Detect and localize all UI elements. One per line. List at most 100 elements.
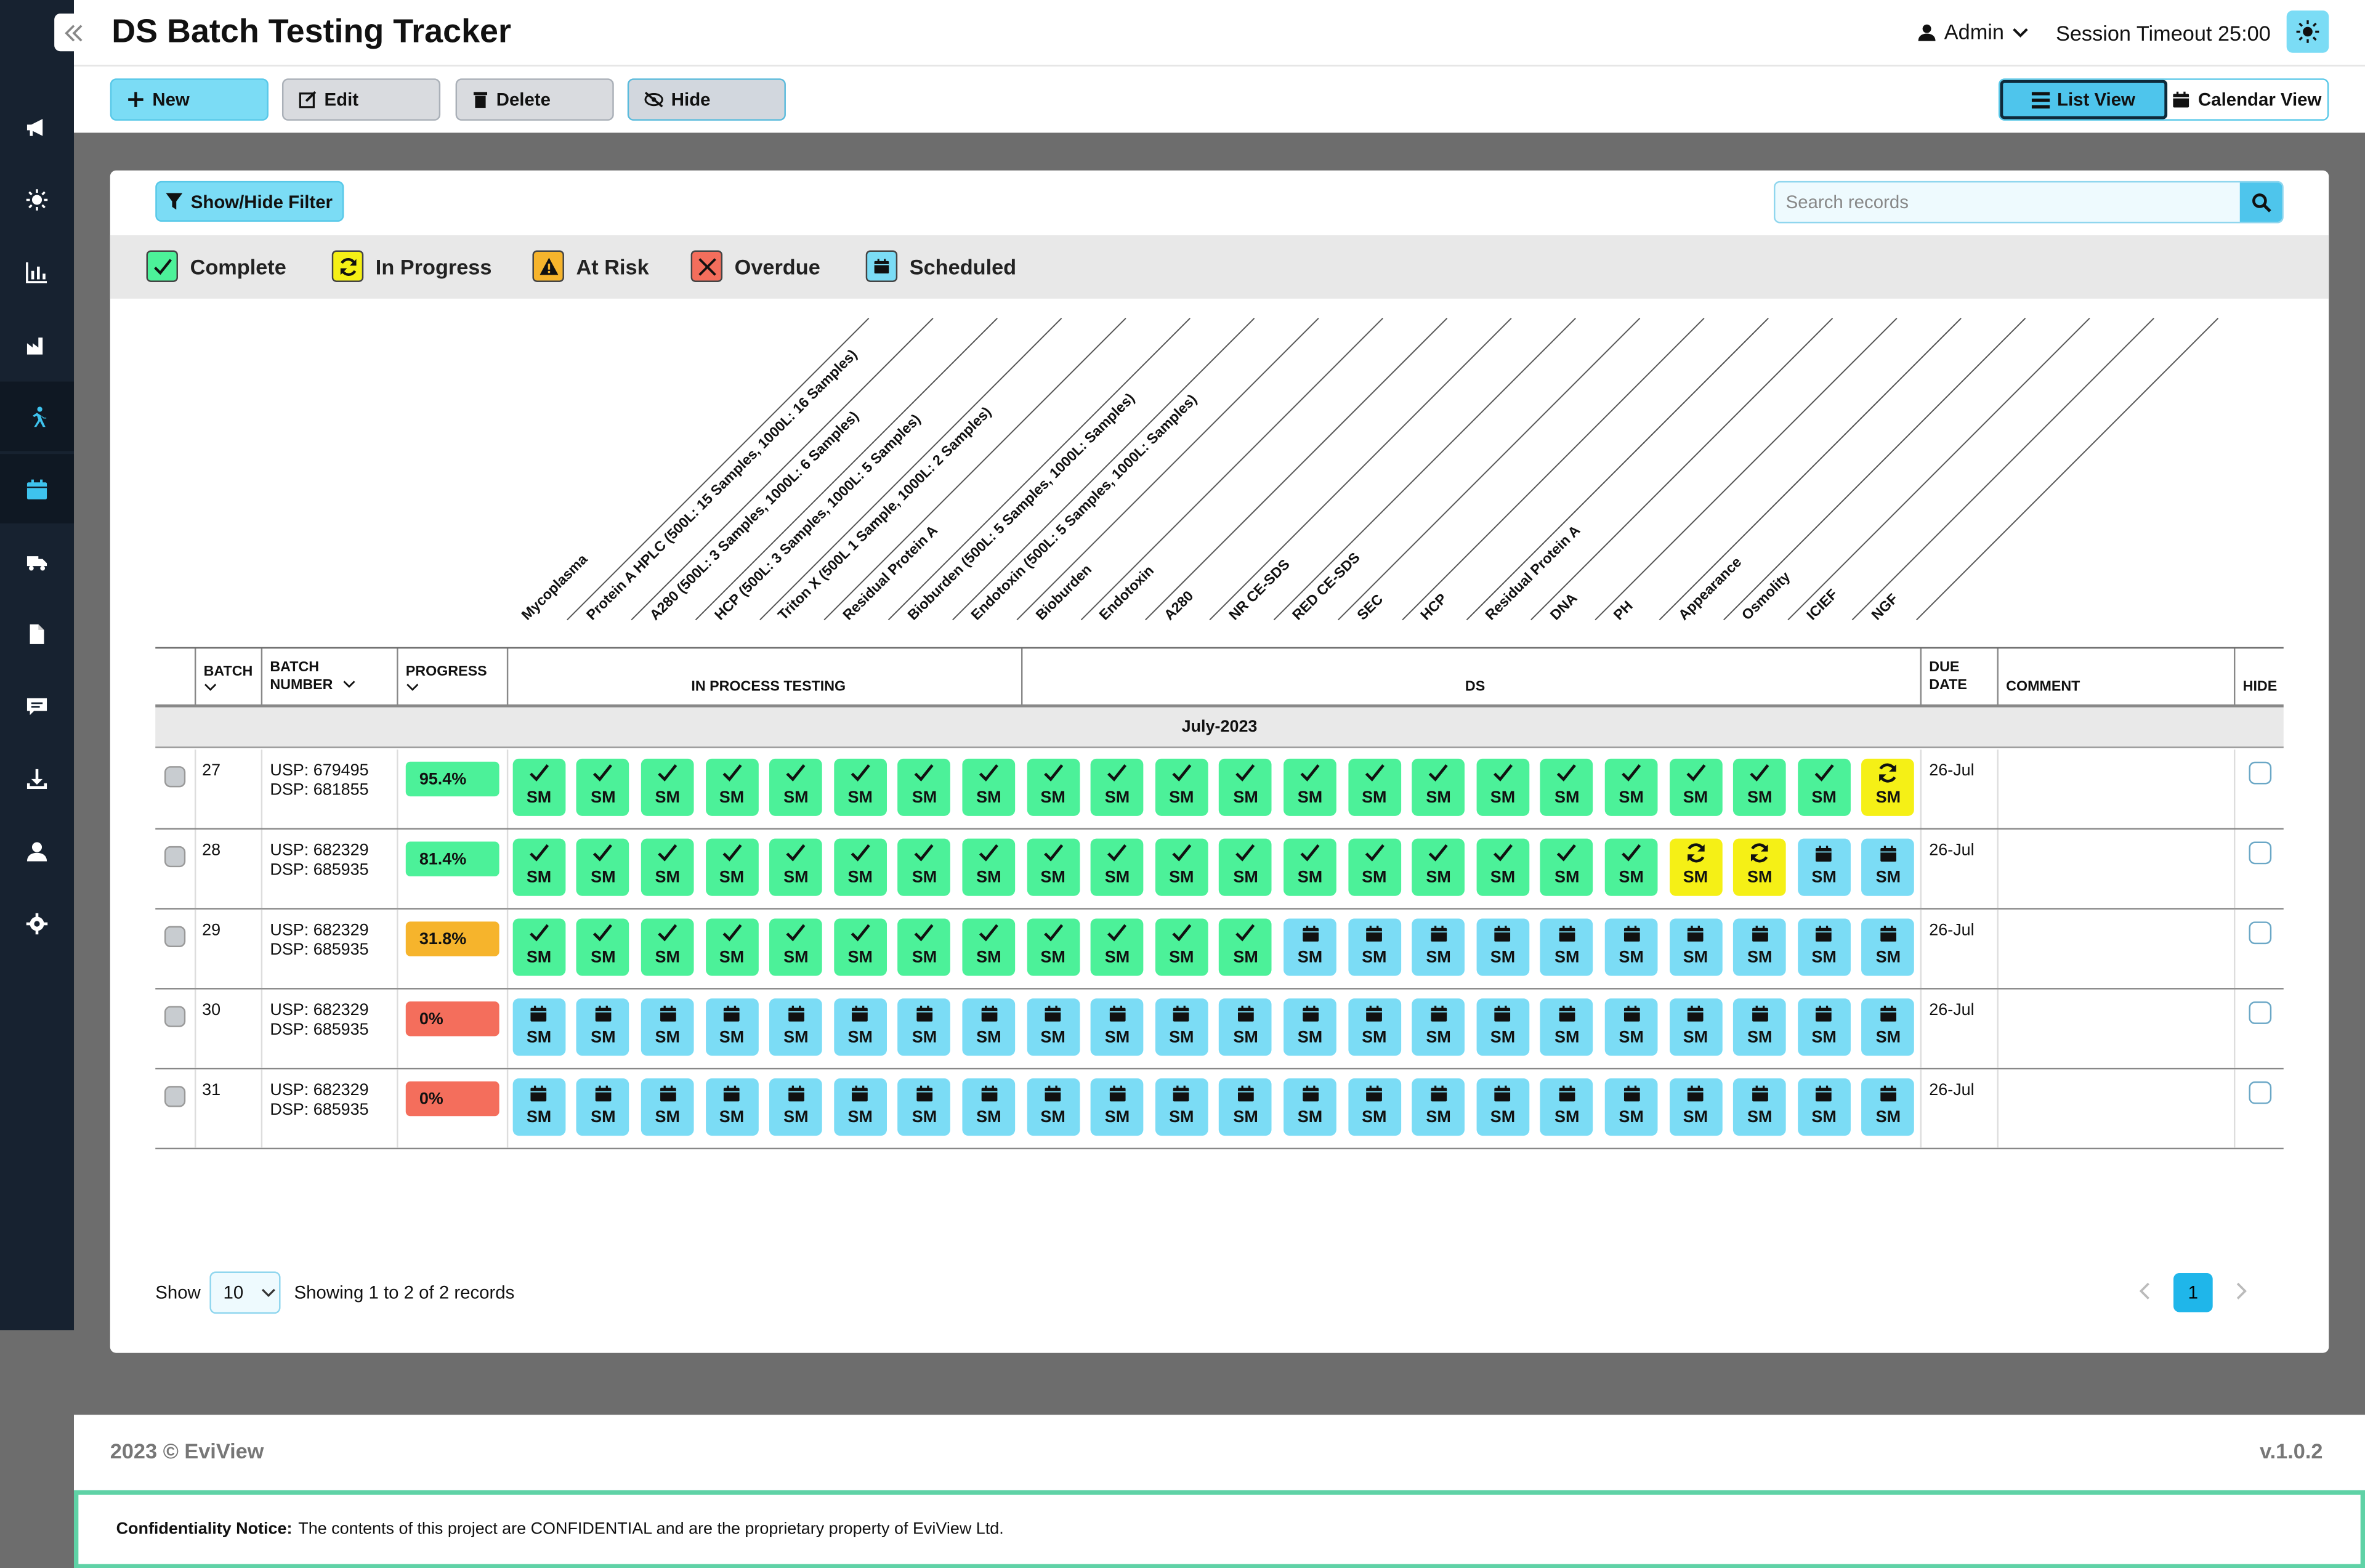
- page-1-button[interactable]: 1: [2173, 1272, 2213, 1312]
- test-status-cell[interactable]: SM: [576, 998, 630, 1056]
- test-status-cell[interactable]: SM: [1862, 998, 1915, 1056]
- test-status-cell[interactable]: SM: [641, 918, 694, 976]
- next-page-button[interactable]: [2234, 1280, 2247, 1304]
- test-status-cell[interactable]: SM: [769, 758, 823, 816]
- test-status-cell[interactable]: SM: [1797, 918, 1851, 976]
- test-status-cell[interactable]: SM: [641, 838, 694, 896]
- test-status-cell[interactable]: SM: [1476, 758, 1529, 816]
- test-status-cell[interactable]: SM: [1604, 838, 1658, 896]
- row-select-checkbox[interactable]: [164, 846, 186, 868]
- hide-row-checkbox[interactable]: [2249, 841, 2272, 865]
- show-hide-filter-button[interactable]: Show/Hide Filter: [155, 180, 344, 222]
- test-status-cell[interactable]: SM: [576, 1078, 630, 1136]
- hide-row-checkbox[interactable]: [2249, 1001, 2272, 1024]
- theme-toggle-button[interactable]: [2286, 10, 2329, 53]
- test-status-cell[interactable]: SM: [833, 918, 887, 976]
- test-status-cell[interactable]: SM: [1348, 758, 1401, 816]
- test-status-cell[interactable]: SM: [833, 998, 887, 1056]
- hide-row-checkbox[interactable]: [2249, 761, 2272, 785]
- test-status-cell[interactable]: SM: [1026, 998, 1080, 1056]
- test-status-cell[interactable]: SM: [1797, 1078, 1851, 1136]
- test-status-cell[interactable]: SM: [962, 998, 1016, 1056]
- test-status-cell[interactable]: SM: [833, 1078, 887, 1136]
- test-status-cell[interactable]: SM: [512, 998, 565, 1056]
- test-status-cell[interactable]: SM: [1348, 838, 1401, 896]
- test-status-cell[interactable]: SM: [1733, 758, 1787, 816]
- test-status-cell[interactable]: SM: [1669, 918, 1722, 976]
- test-status-cell[interactable]: SM: [1733, 998, 1787, 1056]
- row-select-checkbox[interactable]: [164, 766, 186, 788]
- sidebar-item-logistics[interactable]: [0, 527, 74, 596]
- sidebar-item-theme[interactable]: [0, 164, 74, 234]
- test-status-cell[interactable]: SM: [1412, 998, 1465, 1056]
- test-status-cell[interactable]: SM: [1284, 998, 1336, 1056]
- test-status-cell[interactable]: SM: [1669, 1078, 1722, 1136]
- test-status-cell[interactable]: SM: [1862, 838, 1915, 896]
- test-status-cell[interactable]: SM: [1540, 838, 1594, 896]
- test-status-cell[interactable]: SM: [1733, 918, 1787, 976]
- test-status-cell[interactable]: SM: [1604, 998, 1658, 1056]
- test-status-cell[interactable]: SM: [962, 918, 1016, 976]
- test-status-cell[interactable]: SM: [1284, 1078, 1336, 1136]
- test-status-cell[interactable]: SM: [1476, 1078, 1529, 1136]
- hide-row-checkbox[interactable]: [2249, 1081, 2272, 1104]
- new-button[interactable]: New: [110, 78, 269, 121]
- row-select-checkbox[interactable]: [164, 1086, 186, 1107]
- sidebar-item-documents[interactable]: [0, 599, 74, 668]
- test-status-cell[interactable]: SM: [1797, 758, 1851, 816]
- test-status-cell[interactable]: SM: [1348, 1078, 1401, 1136]
- test-status-cell[interactable]: SM: [962, 758, 1016, 816]
- test-status-cell[interactable]: SM: [1412, 838, 1465, 896]
- test-status-cell[interactable]: SM: [512, 758, 565, 816]
- test-status-cell[interactable]: SM: [1540, 918, 1594, 976]
- test-status-cell[interactable]: SM: [962, 838, 1016, 896]
- test-status-cell[interactable]: SM: [962, 1078, 1016, 1136]
- test-status-cell[interactable]: SM: [512, 838, 565, 896]
- sidebar-item-activity[interactable]: [0, 381, 75, 451]
- test-status-cell[interactable]: SM: [1540, 998, 1594, 1056]
- test-status-cell[interactable]: SM: [1219, 1078, 1272, 1136]
- sidebar-item-messages[interactable]: [0, 671, 74, 741]
- test-status-cell[interactable]: SM: [1476, 998, 1529, 1056]
- test-status-cell[interactable]: SM: [1284, 918, 1336, 976]
- test-status-cell[interactable]: SM: [1348, 918, 1401, 976]
- test-status-cell[interactable]: SM: [1091, 998, 1144, 1056]
- test-status-cell[interactable]: SM: [1797, 838, 1851, 896]
- test-status-cell[interactable]: SM: [1091, 838, 1144, 896]
- test-status-cell[interactable]: SM: [1026, 918, 1080, 976]
- test-status-cell[interactable]: SM: [705, 998, 758, 1056]
- test-status-cell[interactable]: SM: [898, 758, 951, 816]
- test-status-cell[interactable]: SM: [1155, 998, 1208, 1056]
- test-status-cell[interactable]: SM: [1669, 838, 1722, 896]
- test-status-cell[interactable]: SM: [1026, 838, 1080, 896]
- sidebar-item-reports[interactable]: [0, 236, 74, 306]
- test-status-cell[interactable]: SM: [1540, 1078, 1594, 1136]
- test-status-cell[interactable]: SM: [898, 918, 951, 976]
- test-status-cell[interactable]: SM: [1733, 838, 1787, 896]
- test-status-cell[interactable]: SM: [769, 998, 823, 1056]
- test-status-cell[interactable]: SM: [1219, 758, 1272, 816]
- test-status-cell[interactable]: SM: [1604, 1078, 1658, 1136]
- test-status-cell[interactable]: SM: [576, 758, 630, 816]
- test-status-cell[interactable]: SM: [1862, 758, 1915, 816]
- collapse-sidebar-button[interactable]: [54, 14, 92, 52]
- test-status-cell[interactable]: SM: [1091, 758, 1144, 816]
- list-view-button[interactable]: List View: [2000, 79, 2167, 119]
- test-status-cell[interactable]: SM: [1476, 918, 1529, 976]
- test-status-cell[interactable]: SM: [1862, 918, 1915, 976]
- test-status-cell[interactable]: SM: [833, 758, 887, 816]
- test-status-cell[interactable]: SM: [769, 1078, 823, 1136]
- sidebar-item-settings[interactable]: [0, 888, 74, 958]
- test-status-cell[interactable]: SM: [1540, 758, 1594, 816]
- test-status-cell[interactable]: SM: [705, 1078, 758, 1136]
- test-status-cell[interactable]: SM: [1604, 758, 1658, 816]
- row-select-checkbox[interactable]: [164, 1006, 186, 1027]
- search-input[interactable]: [1775, 182, 2242, 222]
- test-status-cell[interactable]: SM: [512, 918, 565, 976]
- test-status-cell[interactable]: SM: [1669, 998, 1722, 1056]
- edit-button[interactable]: Edit: [281, 78, 441, 121]
- test-status-cell[interactable]: SM: [1604, 918, 1658, 976]
- test-status-cell[interactable]: SM: [1284, 838, 1336, 896]
- test-status-cell[interactable]: SM: [898, 1078, 951, 1136]
- sidebar-item-manufacturing[interactable]: [0, 309, 74, 379]
